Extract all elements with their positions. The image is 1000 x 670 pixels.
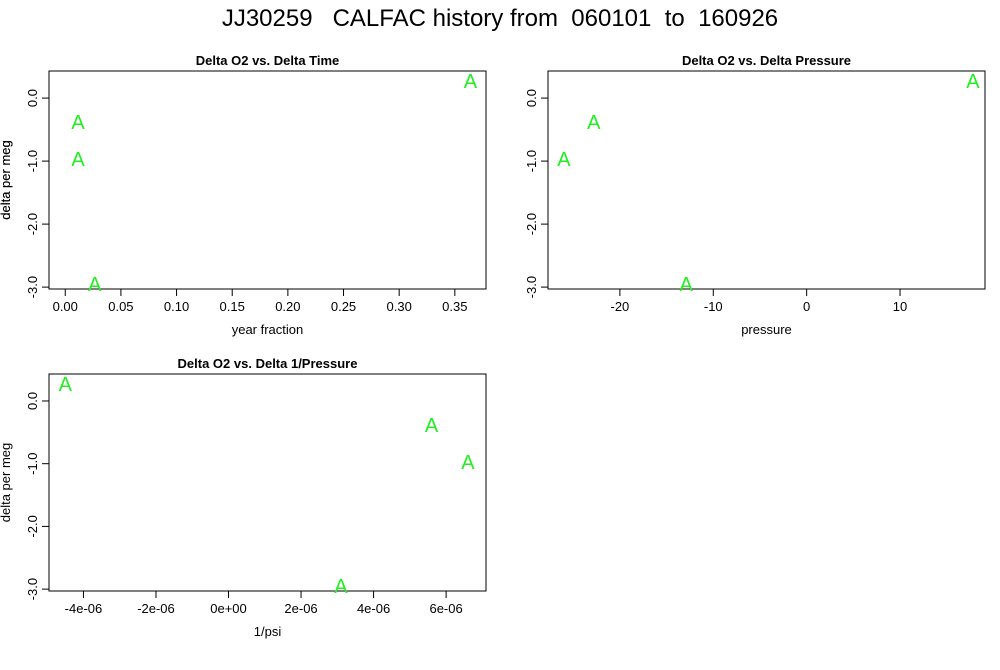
panel-delta-time: Delta O2 vs. Delta Time year fraction delt… [0,53,487,337]
x-tick-label: -4e-06 [65,601,103,616]
data-point: A [425,415,439,437]
x-tick-label: 0.15 [220,299,245,314]
plot-frame [48,70,487,290]
panel-delta-inverse-pressure: Delta O2 vs. Delta 1/Pressure 1/psi delta … [0,356,487,639]
x-tick-label: -20 [611,299,630,314]
y-axis-label: delta per meg [0,140,13,220]
y-axis-label: delta per meg [0,443,13,523]
data-point: A [88,274,102,296]
y-tick-label: 0.0 [25,89,40,107]
y-tick-label: -3.0 [25,578,40,600]
y-tick-label: -2.0 [524,213,539,235]
x-tick-label: 4e-06 [357,601,390,616]
y-tick-label: 0.0 [524,89,539,107]
y-tick-label: -1.0 [25,150,40,172]
y-axis-label: delta per meg [0,140,13,220]
panel-title: Delta O2 vs. Delta Pressure [682,53,851,68]
x-tick-label: -10 [704,299,723,314]
x-axis-label: pressure [741,322,792,337]
plot-frame [48,373,487,592]
y-tick-label: -3.0 [524,276,539,298]
y-tick-label: -2.0 [25,515,40,537]
data-point: A [461,452,475,474]
x-tick-label: 10 [893,299,907,314]
panel-delta-pressure: Delta O2 vs. Delta Pressure pressure delta… [0,53,986,337]
x-tick-label: 6e-06 [429,601,462,616]
data-point: A [464,71,478,93]
panel-title: Delta O2 vs. Delta 1/Pressure [178,356,358,371]
plot-frame [547,70,986,290]
data-point: A [71,149,85,171]
y-tick-label: -3.0 [25,276,40,298]
y-tick-label: -1.0 [524,150,539,172]
data-point: A [334,576,348,598]
data-point: A [59,374,73,396]
y-tick-label: -2.0 [25,213,40,235]
data-point: A [587,112,601,134]
main-title: JJ30259 CALFAC history from 060101 to 16… [221,5,779,32]
x-tick-label: 0.30 [387,299,412,314]
x-axis-label: 1/psi [254,624,282,639]
x-tick-label: 0.20 [275,299,300,314]
x-tick-label: 0.05 [108,299,133,314]
x-tick-label: 0.25 [331,299,356,314]
data-point: A [71,112,85,134]
x-axis-label: year fraction [232,322,304,337]
y-tick-label: 0.0 [25,392,40,410]
x-tick-label: 2e-06 [284,601,317,616]
y-tick-label: -1.0 [25,452,40,474]
panel-title: Delta O2 vs. Delta Time [196,53,340,68]
x-tick-label: -2e-06 [137,601,175,616]
x-tick-label: 0.00 [53,299,78,314]
x-tick-label: 0.10 [164,299,189,314]
x-tick-label: 0 [803,299,810,314]
x-tick-label: 0.35 [442,299,467,314]
data-point: A [680,274,694,296]
x-tick-label: 0e+00 [210,601,247,616]
data-point: A [557,149,571,171]
data-point: A [966,71,980,93]
